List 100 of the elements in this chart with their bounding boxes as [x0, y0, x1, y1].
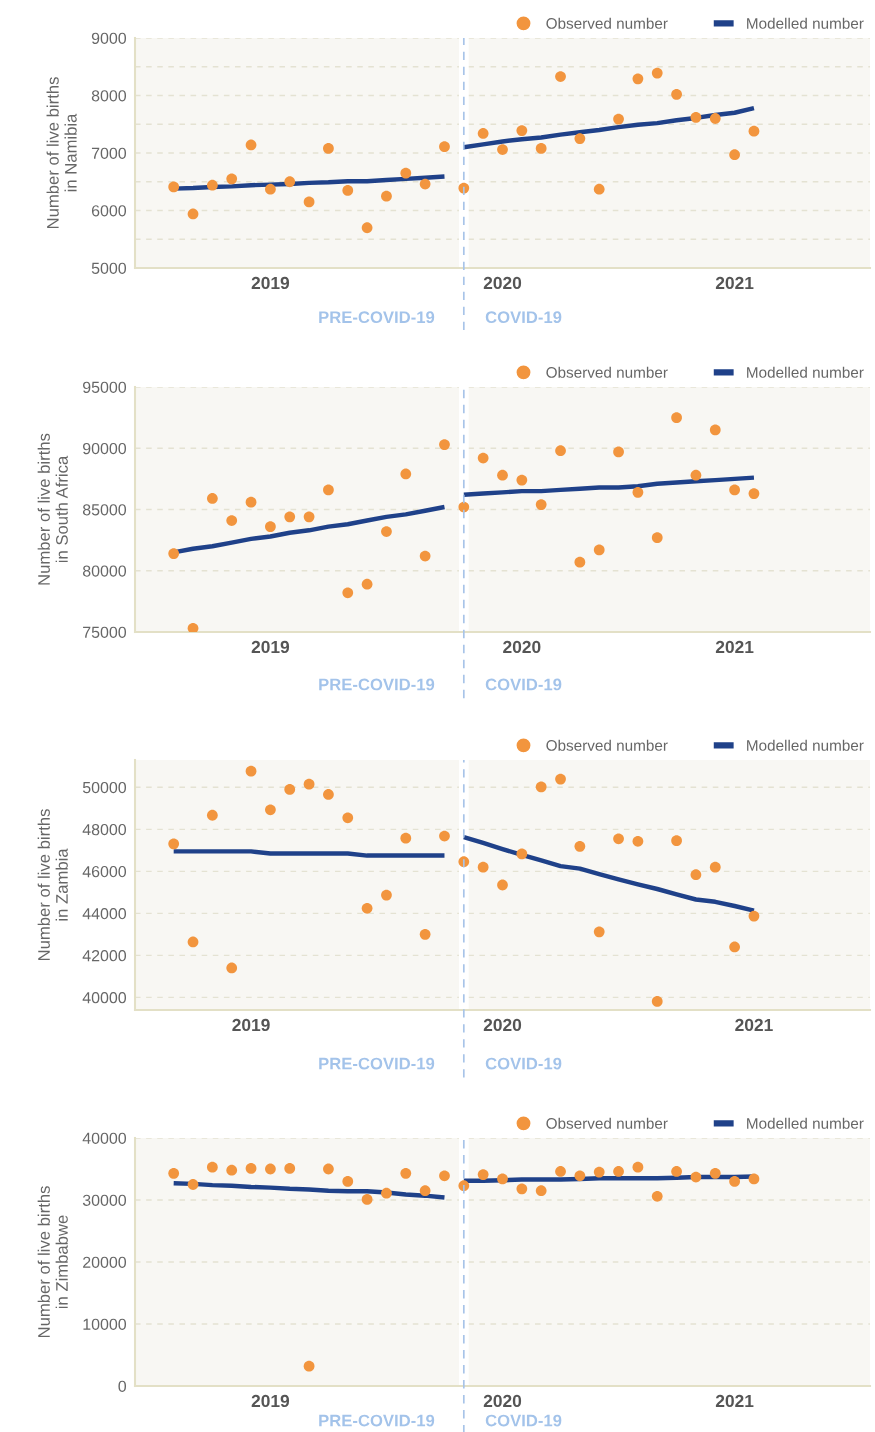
y-tick-label: 40000 [82, 1132, 127, 1144]
legend-label: Observed number [546, 17, 668, 29]
point [381, 1187, 392, 1199]
text: PRE-COVID-19 [319, 1057, 435, 1070]
point [729, 149, 740, 161]
point [323, 143, 334, 154]
point [206, 1161, 218, 1173]
y-tick-label: 9000 [91, 32, 127, 44]
point [709, 113, 721, 124]
point [709, 1167, 721, 1179]
point [690, 869, 702, 881]
x-tick-label: 2019 [251, 640, 290, 654]
point [574, 133, 586, 144]
point [265, 183, 276, 195]
point [245, 1163, 257, 1174]
y-tick-label: 0 [118, 1380, 127, 1392]
point [400, 1167, 412, 1179]
point [748, 488, 760, 499]
point [361, 1194, 373, 1205]
point [284, 511, 296, 523]
point [574, 840, 586, 852]
point [671, 412, 682, 423]
text: COVID-19 [485, 1057, 562, 1070]
point [651, 996, 663, 1007]
legend-label: Modelled number [747, 366, 864, 378]
point [400, 832, 412, 844]
point [748, 910, 760, 922]
point [381, 526, 392, 537]
point [748, 1173, 760, 1185]
point [497, 1173, 508, 1185]
y-tick-label: 85000 [82, 504, 127, 516]
point [400, 468, 412, 480]
point [206, 179, 218, 191]
y-tick-label: 80000 [82, 565, 127, 577]
point [709, 861, 721, 873]
point [381, 889, 392, 901]
point [342, 587, 354, 599]
point [439, 1170, 450, 1182]
point [323, 484, 334, 496]
y-tick-label: 95000 [83, 381, 127, 393]
point [245, 139, 257, 151]
point [439, 439, 450, 450]
legend-label: Observed number [546, 366, 668, 378]
point [671, 88, 682, 100]
point [303, 511, 315, 523]
point [497, 879, 508, 891]
point [419, 178, 431, 190]
point [555, 71, 566, 82]
point [555, 773, 566, 785]
point [303, 196, 315, 208]
point [671, 835, 682, 847]
point [323, 1163, 334, 1175]
point [226, 1164, 238, 1176]
point [535, 781, 547, 793]
point [593, 1166, 605, 1178]
point [419, 1185, 431, 1197]
point [516, 125, 528, 136]
text: PRE-COVID-19 [319, 1414, 435, 1427]
y-tick-label: 75000 [83, 626, 127, 638]
point [516, 1183, 528, 1195]
point [651, 532, 663, 544]
y-axis-title: Number of live births in Zambia [37, 809, 68, 961]
point [593, 183, 605, 195]
point [690, 469, 702, 481]
point [226, 515, 238, 526]
point [439, 830, 450, 842]
y-axis-title: Number of live births in Zimbabwe [37, 1186, 68, 1338]
text: COVID-19 [485, 678, 562, 691]
point [729, 484, 740, 496]
text: PRE-COVID-19 [319, 311, 435, 324]
point [400, 167, 412, 179]
x-tick-label: 2020 [483, 276, 522, 290]
point [361, 902, 373, 914]
text: COVID-19 [485, 311, 562, 324]
y-tick-label: 10000 [83, 1318, 127, 1330]
point [651, 1190, 663, 1202]
legend-label: Modelled number [747, 739, 864, 751]
point [342, 1176, 354, 1187]
point [729, 941, 740, 953]
point [535, 1185, 547, 1197]
y-tick-label: 40000 [82, 992, 127, 1004]
point [419, 928, 431, 940]
point [574, 1170, 586, 1182]
point [168, 838, 180, 850]
point [497, 144, 508, 155]
y-tick-label: 8000 [91, 90, 127, 102]
point [477, 1169, 489, 1180]
point [187, 936, 199, 948]
point [303, 1360, 315, 1372]
point [381, 190, 392, 202]
point [419, 550, 431, 562]
x-tick-label: 2021 [715, 640, 754, 654]
point [303, 778, 315, 790]
y-axis-title: Number of live births in South Africa [37, 433, 68, 585]
point [709, 424, 721, 436]
point [477, 452, 489, 464]
point [613, 1166, 624, 1177]
y-tick-label: 90000 [83, 442, 127, 455]
x-tick-label: 2019 [251, 1394, 290, 1408]
point [535, 143, 547, 154]
